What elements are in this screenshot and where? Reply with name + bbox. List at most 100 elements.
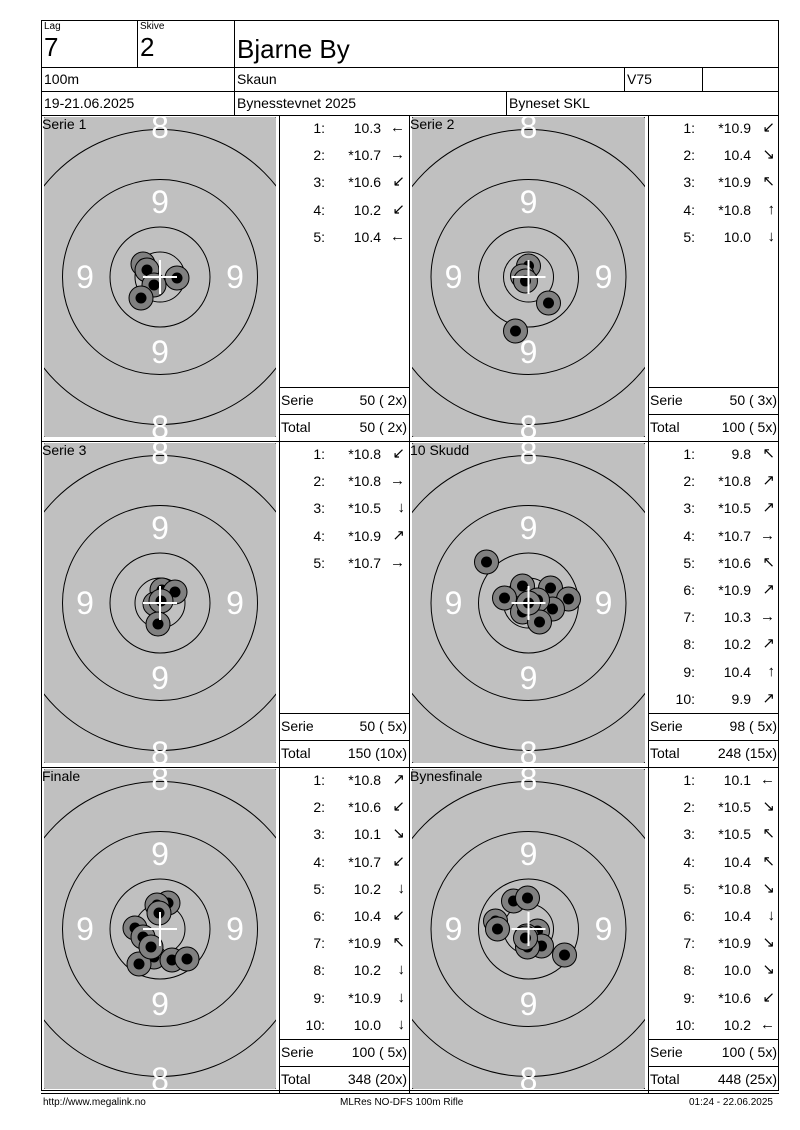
- panel-title: Serie 1: [42, 116, 87, 132]
- shot-number: 5:: [683, 228, 695, 245]
- shot-direction-arrow-icon: ↖: [762, 825, 775, 843]
- shot-score: 10.1: [353, 826, 381, 843]
- center-cross: [143, 260, 177, 294]
- panel-divider: [279, 767, 280, 1093]
- panel-divider: [648, 115, 649, 441]
- lag-value: 7: [44, 32, 59, 62]
- shot-row: 2: *10.8 ↗: [648, 471, 779, 491]
- ring-number: 9: [445, 911, 463, 947]
- shot-score: *10.5: [348, 500, 381, 517]
- shot-score: 9.9: [731, 690, 751, 707]
- panel-title: Serie 3: [42, 442, 87, 458]
- shot-hole: [145, 611, 171, 637]
- shot-row: 5: 10.4 ←: [279, 227, 409, 247]
- shot-score: *10.5: [718, 826, 751, 843]
- center-cross: [143, 586, 177, 620]
- target-ring: [44, 455, 276, 751]
- shot-row: 4: *10.8 ↑: [648, 200, 779, 220]
- shot-score: 10.2: [353, 201, 381, 218]
- center-cross: [511, 586, 546, 620]
- shot-direction-arrow-icon: ↙: [392, 200, 405, 218]
- panel-divider: [409, 767, 410, 1093]
- ring-number: 9: [520, 660, 538, 696]
- shot-number: 10:: [305, 1016, 325, 1033]
- panel-title: 10 Skudd: [410, 442, 470, 458]
- summary-divider: [648, 414, 779, 415]
- shot-direction-arrow-icon: ↗: [762, 499, 775, 517]
- target-ring: [62, 179, 258, 375]
- target-ring: [109, 878, 211, 980]
- ring-number: 8: [151, 735, 169, 763]
- shot-number: 5:: [313, 880, 325, 897]
- shot-direction-arrow-icon: →: [390, 146, 405, 164]
- shot-number: 1:: [313, 120, 325, 136]
- shot-direction-arrow-icon: ↓: [397, 499, 406, 517]
- panel-title: Bynesfinale: [410, 768, 483, 784]
- target-face: 8 9 9 9 9 8: [44, 769, 276, 1089]
- target-face: 8 9 9 9 9 8: [44, 117, 276, 437]
- ring-number: 9: [595, 911, 613, 947]
- total-value: 50 ( 2x): [359, 419, 407, 435]
- panel-divider: [648, 767, 649, 1093]
- shot-number: 4:: [683, 853, 695, 870]
- shooter-class: V75: [627, 71, 652, 87]
- shot-number: 3:: [683, 174, 695, 191]
- shot-row: 3: *10.6 ↙: [279, 172, 409, 192]
- serie-value: 50 ( 3x): [729, 392, 777, 408]
- shot-score: *10.6: [348, 174, 381, 191]
- shot-number: 3:: [313, 826, 325, 843]
- shot-row: 5: 10.0 ↓: [648, 227, 779, 247]
- panel-divider: [279, 115, 280, 441]
- shot-row: 9: *10.9 ↓: [279, 988, 409, 1008]
- panel-divider: [41, 1093, 779, 1094]
- shot-direction-arrow-icon: →: [760, 608, 775, 626]
- shot-number: 2:: [683, 473, 695, 490]
- shot-direction-arrow-icon: ↙: [762, 119, 775, 136]
- panel-divider: [41, 767, 779, 768]
- shot-row: 1: 10.1 ←: [648, 770, 779, 790]
- summary-divider: [648, 1066, 779, 1067]
- summary-divider: [279, 740, 409, 741]
- panel-divider: [648, 441, 649, 767]
- shot-score: *10.9: [718, 935, 751, 952]
- total-label: Total: [650, 745, 680, 761]
- shot-direction-arrow-icon: →: [390, 472, 405, 490]
- skive-label: Skive: [140, 21, 165, 32]
- shot-direction-arrow-icon: ↗: [762, 581, 775, 598]
- shot-hole: [536, 290, 561, 316]
- serie-label: Serie: [650, 1044, 683, 1060]
- shot-direction-arrow-icon: ↖: [762, 553, 775, 571]
- shot-row: 5: *10.7 →: [279, 553, 409, 573]
- ring-number: 9: [520, 334, 538, 370]
- shot-row: 9: 10.4 ↑: [648, 662, 779, 682]
- shot-direction-arrow-icon: ↘: [392, 825, 405, 843]
- shot-hole: [126, 951, 152, 977]
- shot-hole: [527, 609, 552, 635]
- serie-value: 100 ( 5x): [721, 1044, 777, 1060]
- total-label: Total: [650, 1071, 680, 1087]
- shot-number: 10:: [675, 1016, 695, 1033]
- shot-number: 2:: [683, 147, 695, 164]
- shot-score: 10.2: [723, 1016, 751, 1033]
- shot-score: *10.8: [348, 473, 381, 490]
- shot-row: 8: 10.0 ↘: [648, 960, 779, 980]
- shot-number: 7:: [683, 609, 695, 626]
- shot-row: 2: 10.4 ↘: [648, 145, 779, 165]
- target-ring: [109, 226, 211, 328]
- total-label: Total: [281, 419, 311, 435]
- shot-score: *10.7: [348, 853, 381, 870]
- ring-number: 9: [445, 585, 463, 621]
- shot-hole: [128, 285, 154, 311]
- shot-number: 8:: [683, 962, 695, 979]
- shot-number: 3:: [683, 826, 695, 843]
- target-ring: [412, 455, 645, 751]
- header-divider: [41, 67, 779, 68]
- shot-score: *10.9: [718, 582, 751, 598]
- summary-divider: [648, 387, 779, 388]
- shot-direction-arrow-icon: ↓: [397, 1015, 406, 1033]
- shot-direction-arrow-icon: ↙: [392, 173, 405, 191]
- ring-number: 9: [520, 836, 538, 872]
- serie-value: 50 ( 2x): [359, 392, 407, 408]
- shot-row: 4: *10.7 ↙: [279, 852, 409, 872]
- shot-direction-arrow-icon: ↘: [762, 879, 775, 897]
